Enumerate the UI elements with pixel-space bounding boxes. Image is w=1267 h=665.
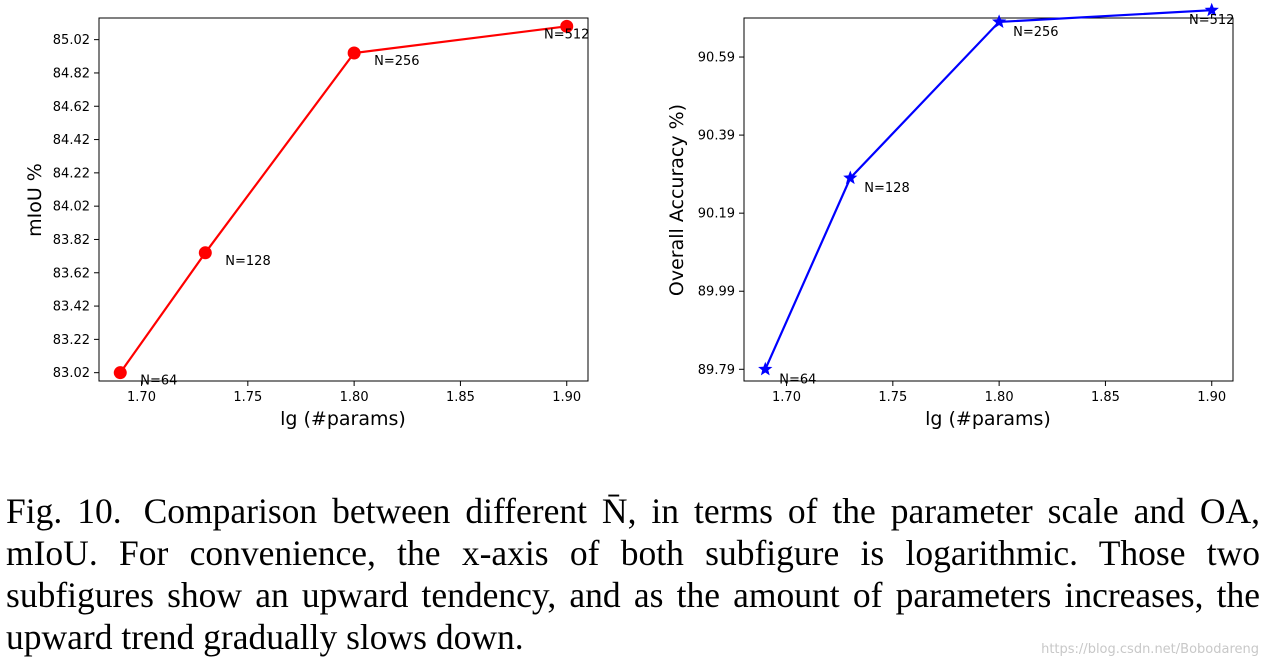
x-ticks: 1.70 1.75 1.80 1.85 1.90 [127,381,581,405]
point-annotation: N=512 [544,27,589,42]
y-tick-label: 89.79 [698,363,735,378]
watermark: https://blog.csdn.net/Bobodareng [1041,642,1259,657]
point-annotation: N=64 [779,372,816,387]
y-tick-label: 83.82 [53,233,90,248]
y-tick-label: 83.62 [53,266,90,281]
series-line [764,9,1212,370]
data-point [992,14,1007,28]
x-axis-label: lg (#params) [280,408,406,430]
x-tick-label: 1.80 [985,390,1014,405]
y-tick-label: 83.02 [53,366,90,381]
x-tick-label: 1.90 [1197,390,1226,405]
x-axis-label: lg (#params) [925,408,1051,430]
y-tick-label: 85.02 [53,33,90,48]
y-tick-label: 90.39 [698,129,735,144]
x-tick-label: 1.85 [446,390,475,405]
y-tick-label: 84.22 [53,166,90,181]
y-tick-label: 84.62 [53,100,90,115]
y-tick-label: 90.19 [698,207,735,222]
series-points: N=64 N=128 N=256 N=512 [758,2,1234,387]
plot-frame [98,17,589,382]
y-tick-label: 90.59 [698,51,735,66]
miou-chart: 1.70 1.75 1.80 1.85 1.90 83.02 83.22 83.42 83.6… [24,17,589,430]
point-annotation: N=128 [864,181,909,196]
x-tick-label: 1.75 [878,390,907,405]
data-point [758,361,773,376]
y-tick-label: 83.42 [53,300,90,315]
data-point [560,19,574,33]
y-tick-label: 84.82 [53,66,90,81]
point-annotation: N=128 [225,254,270,269]
y-tick-label: 83.22 [53,333,90,348]
x-tick-label: 1.85 [1091,390,1120,405]
figure: 1.70 1.75 1.80 1.85 1.90 83.02 83.22 83.42 83.6… [24,2,1234,430]
point-annotation: N=512 [1189,13,1234,28]
caption-text: Comparison between different N̄, in term… [6,491,1260,657]
point-annotation: N=256 [374,54,419,69]
figure-label: Fig. 10. [6,491,122,531]
x-tick-label: 1.70 [127,390,156,405]
overall-accuracy-chart: 1.70 1.75 1.80 1.85 1.90 89.79 89.99 90.19 90.3… [666,2,1234,430]
x-tick-label: 1.90 [552,390,581,405]
data-point [1204,2,1219,17]
x-ticks: 1.70 1.75 1.80 1.85 1.90 [772,381,1226,405]
data-point [113,366,127,380]
y-tick-label: 89.99 [698,285,735,300]
data-point [843,170,858,185]
point-annotation: N=256 [1013,25,1058,40]
y-axis-label: mIoU % [24,163,46,237]
x-tick-label: 1.70 [772,390,801,405]
y-ticks: 83.02 83.22 83.42 83.62 83.82 84.02 84.22 84.42… [53,33,99,381]
series-line [119,25,567,374]
y-tick-label: 84.02 [53,200,90,215]
y-axis-label: Overall Accuracy %) [666,104,688,296]
plot-frame [743,17,1234,382]
series-points: N=64 N=128 N=256 N=512 [113,19,589,389]
y-tick-label: 84.42 [53,133,90,148]
y-ticks: 89.79 89.99 90.19 90.39 90.59 [698,51,744,378]
figure-caption: Fig. 10. Comparison between different N̄,… [6,490,1260,658]
x-tick-label: 1.75 [233,390,262,405]
data-point [198,246,212,260]
x-tick-label: 1.80 [340,390,369,405]
data-point [347,46,361,60]
point-annotation: N=64 [140,374,177,389]
